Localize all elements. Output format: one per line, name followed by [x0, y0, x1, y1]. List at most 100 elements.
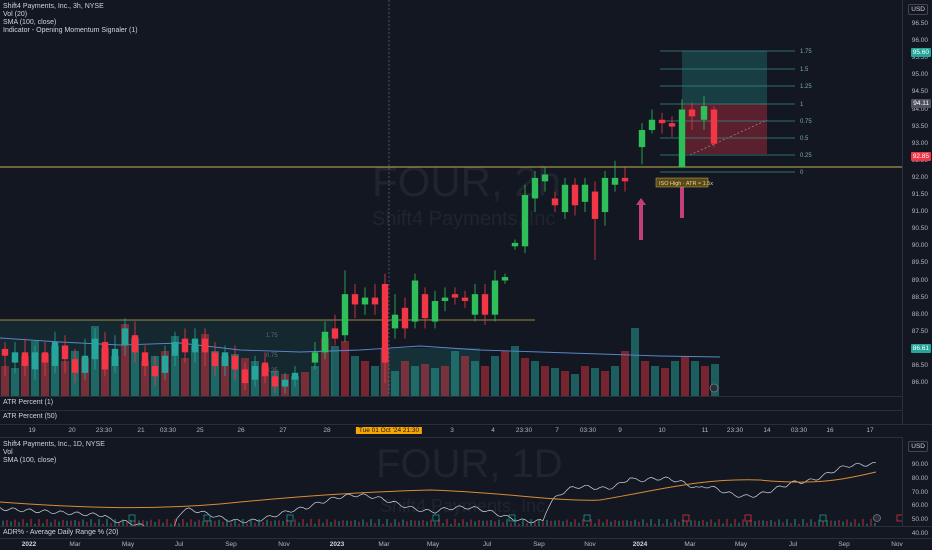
daily-volume-bar: [570, 521, 572, 526]
daily-volume-bar: [874, 522, 876, 526]
fib-level-label: 0.75: [800, 119, 812, 125]
price-tick: 88.00: [911, 310, 928, 318]
candle-body: [381, 283, 389, 363]
daily-volume-bar: [202, 520, 204, 526]
legend-volume[interactable]: Vol (20): [3, 11, 28, 18]
daily-volume-bar: [706, 521, 708, 526]
daily-volume-bar: [474, 521, 476, 526]
legend-sma[interactable]: SMA (100, close): [3, 19, 57, 26]
time-tick: Mar: [69, 541, 81, 548]
currency-label[interactable]: USD: [908, 4, 928, 15]
legend-daily-symbol[interactable]: Shift4 Payments, Inc., 1D, NYSE: [3, 441, 105, 448]
volume-bar: [351, 356, 359, 396]
time-tick: 20: [68, 427, 76, 434]
daily-chart-canvas[interactable]: [0, 438, 902, 527]
main-chart[interactable]: FOUR, 2h Shift4 Payments, Inc 1.75 0.75 0.…: [0, 0, 902, 396]
daily-volume-bar: [458, 523, 460, 526]
candle-body: [181, 338, 189, 353]
candle-body: [231, 355, 239, 370]
candle-body: [251, 366, 259, 380]
daily-volume-bar: [470, 519, 472, 526]
adr-panel-label[interactable]: ADR% - Average Daily Range % (20): [3, 529, 119, 536]
sma-line: [0, 337, 721, 358]
daily-volume-bar: [586, 523, 588, 526]
time-tick: Mar: [378, 541, 390, 548]
volume-bar: [631, 328, 639, 396]
candle-body: [421, 294, 429, 319]
volume-bar: [411, 366, 419, 396]
daily-volume-bar: [642, 519, 644, 526]
daily-volume-bar: [310, 519, 312, 526]
daily-volume-bar: [18, 522, 20, 526]
volume-bar: [611, 366, 619, 396]
volume-bar: [591, 368, 599, 396]
daily-chart[interactable]: FOUR, 1D Shift4 Payments, Inc Shift4 Pay…: [0, 437, 902, 527]
time-tick: 17: [866, 427, 874, 434]
daily-volume-bar: [366, 522, 368, 526]
currency-label[interactable]: USD: [908, 441, 928, 452]
earnings-marker: [583, 514, 591, 522]
volume-bar: [301, 372, 309, 396]
price-chart-canvas[interactable]: 1.750.750.251.751.51.2510.750.50.250ISO …: [0, 0, 902, 396]
daily-volume-bar: [506, 519, 508, 526]
legend-daily-volume[interactable]: Vol: [3, 449, 13, 456]
daily-volume-bar: [678, 521, 680, 526]
daily-volume-bar: [466, 522, 468, 526]
price-tick: 93.50: [911, 122, 928, 130]
daily-volume-bar: [106, 519, 108, 526]
daily-price-axis[interactable]: USD 90.00 80.00 70.00 60.00 50.00 40.00: [902, 437, 932, 537]
volume-bar: [521, 358, 529, 396]
daily-volume-bar: [74, 520, 76, 526]
time-tick: 27: [279, 427, 287, 434]
daily-volume-bar: [594, 523, 596, 526]
daily-volume-bar: [822, 521, 824, 526]
time-tick: Mar: [684, 541, 696, 548]
range-level-label: 0.75: [266, 353, 278, 359]
time-tick: May: [734, 541, 748, 548]
daily-volume-bar: [842, 521, 844, 526]
daily-volume-bar: [858, 523, 860, 526]
volume-bar: [541, 366, 549, 396]
legend-indicator[interactable]: Indicator - Opening Momentum Signaler (1…: [3, 27, 138, 34]
price-axis[interactable]: USD 96.50 96.00 95.50 95.00 94.50 94.00 93.50 9…: [902, 0, 932, 424]
time-tick: 2024: [632, 541, 648, 548]
watermark-ticker: FOUR, 1D: [376, 442, 563, 486]
candle-body: [391, 314, 399, 329]
legend-symbol[interactable]: Shift4 Payments, Inc., 3h, NYSE: [3, 3, 104, 10]
daily-volume-bar: [290, 521, 292, 526]
daily-volume-bar: [262, 521, 264, 526]
price-tick: 89.00: [911, 276, 928, 284]
daily-volume-bar: [742, 519, 744, 526]
daily-volume-bar: [282, 520, 284, 526]
daily-volume-bar: [546, 519, 548, 526]
volume-bar: [61, 361, 69, 396]
daily-volume-bar: [10, 521, 12, 526]
legend-daily-sma[interactable]: SMA (100, close): [3, 457, 57, 464]
daily-sma-line: [0, 471, 877, 509]
candle-body: [638, 130, 646, 148]
daily-volume-bar: [630, 521, 632, 526]
candle-body: [311, 352, 319, 363]
crosshair-time-badge: Tue 01 Oct '24 21:30: [355, 427, 423, 434]
price-tick: 70.00: [911, 488, 928, 496]
daily-volume-bar: [578, 522, 580, 526]
earnings-marker: [128, 514, 136, 522]
volume-bar: [531, 361, 539, 396]
daily-volume-bar: [174, 519, 176, 526]
daily-volume-bar: [102, 523, 104, 526]
daily-volume-bar: [254, 522, 256, 526]
daily-volume-bar: [314, 523, 316, 526]
volume-bar: [481, 366, 489, 396]
separator: [0, 410, 902, 411]
daily-time-axis[interactable]: 2022 Mar May Jul Sep Nov 2023 Mar May Jul Sep Nov 20…: [0, 538, 932, 550]
daily-volume-bar: [190, 519, 192, 526]
daily-volume-bar: [30, 519, 32, 526]
daily-volume-bar: [26, 523, 28, 526]
candle-body: [91, 338, 99, 360]
atr-panel-1-label[interactable]: ATR Percent (1): [3, 399, 54, 406]
time-axis[interactable]: 19 20 23:30 21 03:30 25 26 27 28 Tue 01 Oct '24 2…: [0, 424, 932, 436]
plus-icon: [709, 383, 719, 393]
time-tick: Jul: [788, 541, 798, 548]
daily-volume-bar: [610, 521, 612, 526]
atr-panel-50-label[interactable]: ATR Percent (50): [3, 413, 57, 420]
